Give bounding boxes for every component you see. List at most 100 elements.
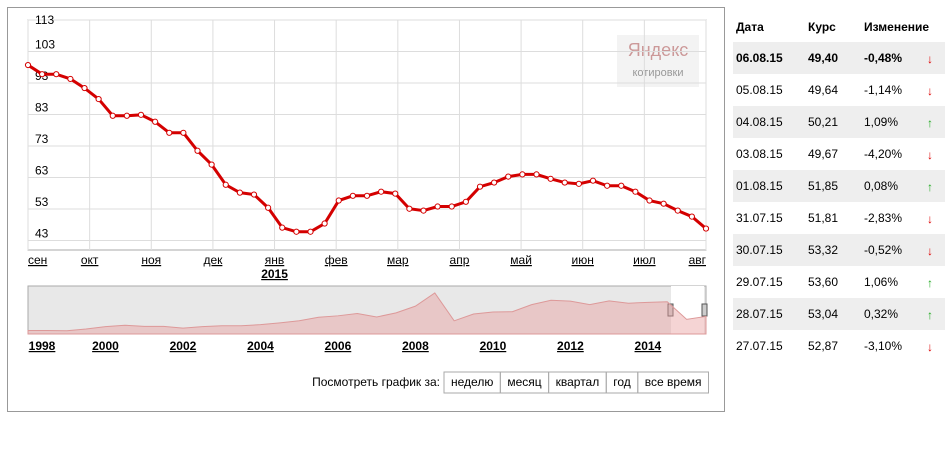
x-tick-label[interactable]: апр [450, 253, 470, 267]
watermark-box [617, 35, 699, 87]
table-cell: -3,10% [864, 339, 902, 353]
period-option[interactable]: месяц [507, 375, 541, 389]
x-tick-label[interactable]: июл [633, 253, 655, 267]
point [702, 225, 710, 232]
point [137, 111, 145, 118]
table-cell: 30.07.15 [736, 243, 783, 257]
x-tick-label[interactable]: 2000 [92, 339, 119, 353]
point [406, 205, 413, 212]
x-tick-label[interactable]: 1998 [29, 339, 56, 353]
x-tick-label[interactable]: 2012 [557, 339, 584, 353]
x-tick-label[interactable]: мар [387, 253, 409, 267]
point [236, 189, 243, 196]
point [618, 182, 625, 189]
table-cell: -0,52% [864, 243, 902, 257]
trend-arrow: ↓ [927, 148, 933, 162]
point [688, 213, 695, 220]
x-tick-label[interactable]: май [510, 253, 532, 267]
point [363, 192, 371, 199]
table-cell: 04.08.15 [736, 115, 783, 129]
period-option[interactable]: год [613, 375, 631, 389]
x-tick-label[interactable]: 2006 [325, 339, 352, 353]
table-cell: 29.07.15 [736, 275, 783, 289]
x-tick-label[interactable]: фев [325, 253, 348, 267]
trend-arrow: ↑ [927, 180, 933, 194]
point [519, 171, 526, 178]
trend-arrow: ↑ [927, 308, 933, 322]
y-tick-label: 43 [35, 227, 49, 241]
table-header: Изменение [864, 20, 929, 34]
row-bg [733, 298, 945, 330]
x-tick-label[interactable]: янв [265, 253, 285, 267]
table-cell: 06.08.15 [736, 51, 783, 65]
table-cell: 49,64 [808, 83, 838, 97]
point [152, 118, 159, 125]
table-cell: 53,04 [808, 307, 838, 321]
trend-arrow: ↓ [927, 52, 933, 66]
table-cell: 0,32% [864, 307, 898, 321]
y-tick-label: 113 [35, 13, 54, 27]
point [561, 179, 568, 186]
x-tick-label[interactable]: 2002 [170, 339, 197, 353]
x-tick-label[interactable]: сен [28, 253, 47, 267]
point [95, 95, 102, 103]
point [632, 188, 639, 195]
point [349, 192, 356, 199]
trend-arrow: ↓ [927, 340, 933, 354]
point [420, 207, 427, 214]
point [208, 161, 215, 168]
point [378, 188, 385, 195]
x-tick-label[interactable]: авг [689, 253, 707, 267]
x-tick-label[interactable]: июн [572, 253, 594, 267]
point [547, 175, 554, 182]
row-bg [733, 106, 945, 138]
point [222, 181, 229, 188]
table-cell: 51,81 [808, 211, 838, 225]
period-label: Посмотреть график за: [312, 375, 440, 389]
row-bg [733, 42, 945, 74]
x-tick-label[interactable]: 2008 [402, 339, 429, 353]
point [660, 200, 667, 207]
table-cell: 51,85 [808, 179, 838, 193]
y-tick-label: 103 [35, 38, 55, 52]
point [604, 182, 611, 189]
point [166, 129, 173, 136]
point [392, 190, 399, 197]
point [265, 204, 272, 211]
x-tick-label[interactable]: дек [203, 253, 223, 267]
x-tick-label[interactable]: 2014 [635, 339, 662, 353]
table-cell: 1,09% [864, 115, 898, 129]
x-tick-label[interactable]: 2004 [247, 339, 274, 353]
table-cell: 49,67 [808, 147, 838, 161]
point [448, 203, 455, 210]
point [533, 171, 540, 178]
x-tick-label[interactable]: окт [81, 253, 99, 267]
frame [7, 7, 725, 412]
point [434, 203, 441, 210]
point [491, 179, 498, 186]
period-option[interactable]: квартал [556, 375, 600, 389]
point [646, 197, 653, 204]
table-cell: 28.07.15 [736, 307, 783, 321]
row-bg [733, 234, 945, 266]
period-option[interactable]: неделю [451, 375, 493, 389]
handle[interactable] [701, 303, 708, 317]
point [250, 191, 258, 198]
area [27, 292, 707, 335]
x-tick-label[interactable]: 2010 [480, 339, 507, 353]
x-tick-label[interactable]: ноя [141, 253, 161, 267]
trend-arrow: ↑ [927, 276, 933, 290]
period-button[interactable] [637, 371, 709, 394]
table-header: Курс [808, 20, 836, 34]
point [123, 112, 130, 119]
table-cell: -4,20% [864, 147, 902, 161]
y-tick-label: 83 [35, 101, 49, 115]
year-label: 2015 [261, 267, 288, 281]
point [674, 207, 681, 214]
table-cell: 03.08.15 [736, 147, 783, 161]
trend-arrow: ↓ [927, 84, 933, 98]
period-option[interactable]: все время [645, 375, 702, 389]
table-cell: 53,60 [808, 275, 838, 289]
handle[interactable] [667, 303, 674, 317]
